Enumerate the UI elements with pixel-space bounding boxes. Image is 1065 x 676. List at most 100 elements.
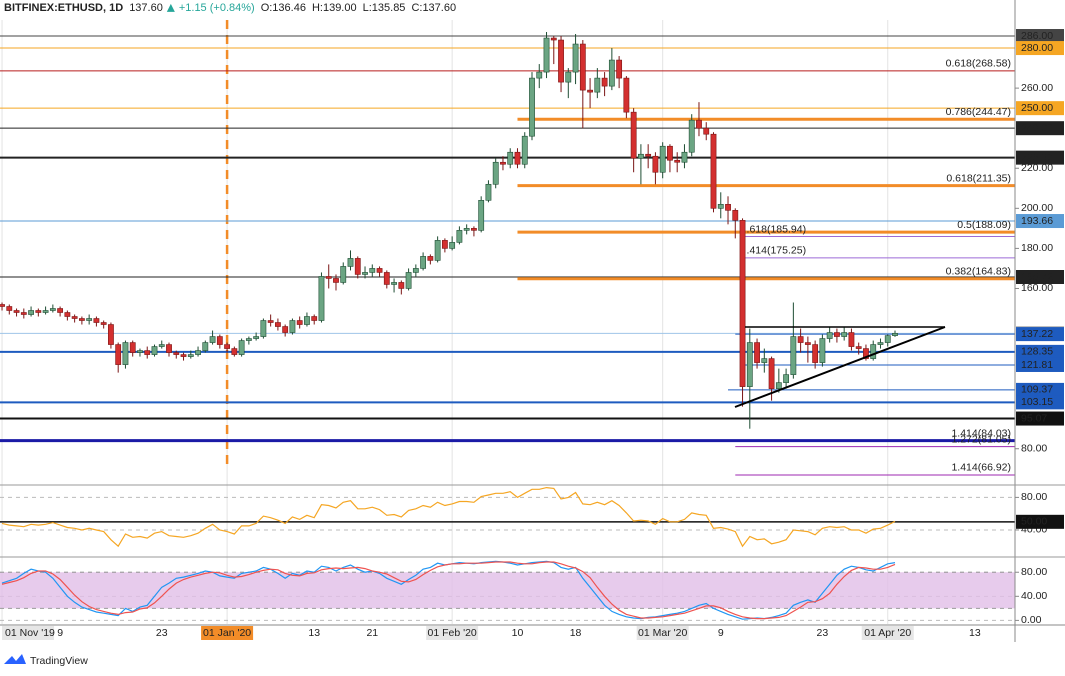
x-tick-box [2, 626, 55, 640]
level-label: 0.618(211.35) [946, 172, 1011, 184]
x-tick-label: 01 Feb '20 [427, 627, 476, 639]
x-tick-label: 21 [366, 627, 378, 639]
series-line [1, 561, 896, 620]
x-tick-label: 01 Apr '20 [864, 627, 911, 639]
candle-body [129, 342, 136, 353]
candle-body [275, 322, 281, 327]
x-tick-label: 01 Jan '20 [203, 627, 251, 639]
price-tag-label: 250.00 [1021, 102, 1053, 114]
candle-body [826, 332, 833, 339]
candle-body [166, 344, 172, 353]
candle-body [195, 350, 201, 355]
candle-body [463, 228, 470, 231]
level-label: .414(175.25) [747, 245, 807, 257]
price-tag-label: 280.00 [1021, 42, 1053, 54]
candle-body [20, 312, 27, 315]
y-tick-label: 80.00 [1021, 566, 1047, 578]
mark-layer [0, 32, 898, 620]
y-tick-label: 80.00 [1021, 491, 1047, 503]
candle-body [739, 220, 746, 387]
candle-body [616, 59, 623, 79]
candle-body [376, 268, 383, 273]
candle-body [804, 342, 811, 345]
logo[interactable] [4, 654, 26, 664]
price-tag-label: 225.30 [1021, 151, 1053, 163]
candle-body [115, 344, 122, 365]
candle-body [122, 342, 129, 365]
x-tick-label: 13 [969, 627, 981, 639]
price-tag [1016, 357, 1064, 372]
candle-body [754, 342, 760, 363]
x-tick-label: 23 [156, 627, 168, 639]
candle-body [420, 256, 427, 269]
y-tick-label: 200.00 [1021, 202, 1053, 214]
x-tick-label: 18 [570, 627, 582, 639]
candle-body [681, 151, 688, 163]
candle-body [645, 153, 652, 157]
candle-body [187, 354, 194, 357]
level-label: 1.272(81.05) [951, 433, 1011, 445]
candle-body [594, 77, 601, 93]
series-line [1, 486, 896, 548]
candle-body [761, 358, 768, 363]
candle-body [529, 77, 535, 137]
price-tag-label: 165.72 [1021, 271, 1053, 283]
candle-body [49, 308, 56, 311]
y-tick-label: 180.00 [1021, 242, 1053, 254]
price-tag-label: 50.00 [1021, 516, 1047, 528]
price-tag [1016, 514, 1064, 529]
candle-body [725, 204, 731, 211]
candle-body [304, 316, 310, 325]
x-tick-label: 01 Nov '19 [5, 627, 55, 639]
price-tag-label: 193.66 [1021, 215, 1053, 227]
candle-body [558, 39, 564, 83]
price-tag [1016, 121, 1064, 136]
candle-body [238, 340, 245, 355]
label-layer: 01 Nov '19 9 23 01 Jan '20 13 21 01 Feb '20 10 1… [5, 29, 1064, 639]
candle-body [0, 304, 5, 307]
candle-body [652, 155, 659, 173]
change-arrow [166, 3, 175, 12]
y-tick-label: 160.00 [1021, 282, 1053, 294]
candle-body [412, 268, 419, 273]
price-tag-label: 137.22 [1021, 328, 1053, 340]
candle-body [405, 272, 412, 289]
candle-body [630, 111, 637, 159]
x-tick-box [426, 626, 479, 640]
candle-body [667, 145, 673, 161]
candle-body [86, 318, 93, 321]
candle-body [245, 338, 252, 341]
price-tag-label: 121.81 [1021, 359, 1053, 371]
candle-body [216, 336, 223, 345]
candle-body [369, 268, 376, 273]
x-tick-box [636, 626, 689, 640]
price-tag [1016, 214, 1064, 229]
candle-body [434, 240, 441, 261]
candle-body [42, 310, 49, 313]
candle-body [64, 312, 71, 317]
candle-body [623, 77, 630, 113]
candle-body [158, 344, 165, 347]
candle-body [688, 119, 695, 153]
candle-body [485, 183, 492, 201]
close: C:137.60 [411, 2, 456, 14]
price-tag-label: 128.35 [1021, 346, 1053, 358]
price-tag-label: 286.00 [1021, 30, 1053, 42]
price-tag-label: 240.00 [1021, 122, 1053, 134]
open: O:136.46 [261, 2, 306, 14]
candle-body [790, 336, 797, 375]
candle-body [318, 276, 325, 321]
candle-body [6, 306, 13, 311]
candle-body [783, 374, 789, 383]
level-label: 0.786(244.47) [946, 106, 1011, 118]
candle-body [819, 338, 826, 363]
candle-body [391, 282, 397, 285]
candle-body [732, 210, 739, 221]
candle-body [507, 151, 514, 165]
band [0, 572, 1015, 609]
price-tag-label: 103.15 [1021, 396, 1053, 408]
candle-body [536, 71, 543, 79]
price-tag [1016, 411, 1064, 426]
x-tick-label: 9 [718, 627, 724, 639]
brand[interactable]: TradingView [30, 655, 88, 667]
